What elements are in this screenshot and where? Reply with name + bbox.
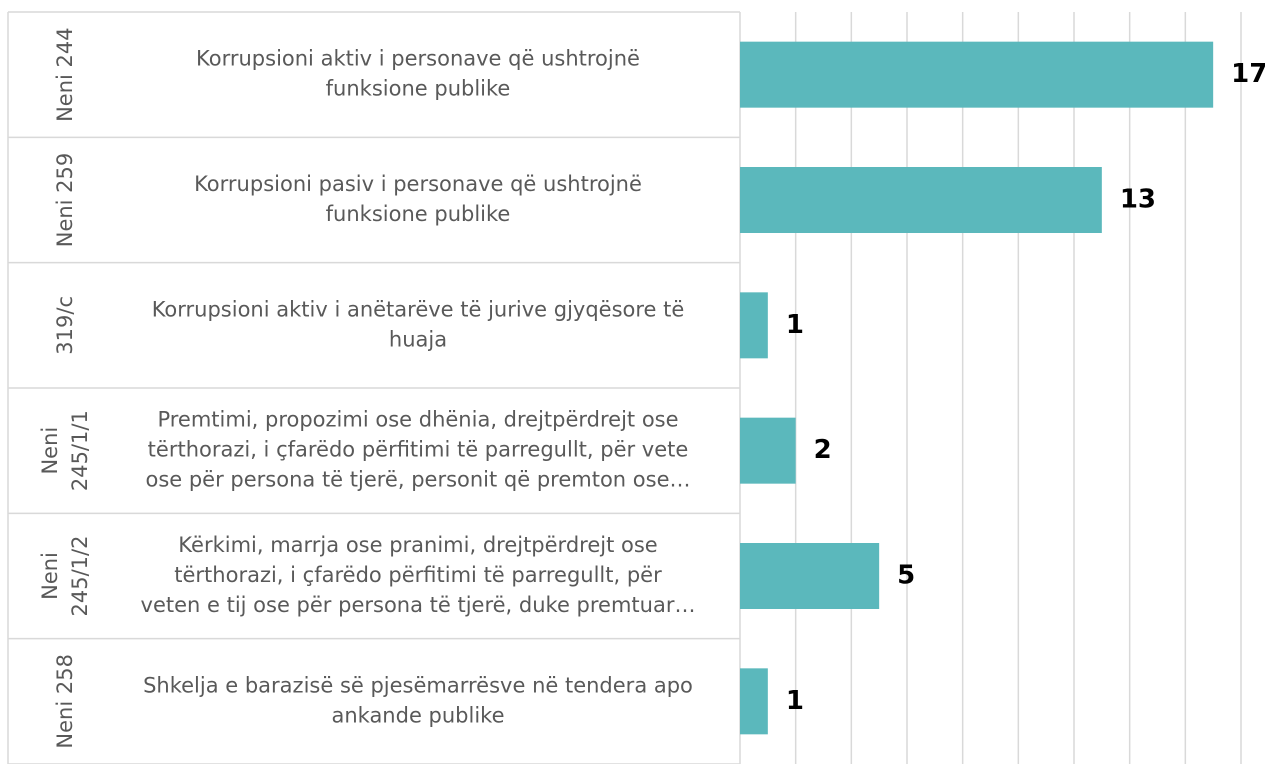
value-label: 5 — [897, 561, 915, 591]
category-label: Premtimi, propozimi ose dhënia, drejtpër… — [157, 408, 678, 432]
group-label: 319/c — [53, 296, 77, 355]
group-label: Neni 244 — [53, 27, 77, 122]
category-label: Shkelja e barazisë së pjesëmarrësve në t… — [143, 673, 693, 697]
value-label: 2 — [814, 435, 832, 465]
bar — [740, 167, 1102, 233]
category-label: veten e tij ose për persona të tjerë, du… — [141, 593, 696, 617]
category-label: Korrupsioni aktiv i personave që ushtroj… — [196, 47, 640, 71]
category-label: Kërkimi, marrja ose pranimi, drejtpërdre… — [178, 533, 657, 557]
value-label: 1 — [786, 310, 804, 340]
group-label: Neni — [38, 427, 62, 475]
category-label: Korrupsioni aktiv i anëtarëve të jurive … — [152, 297, 685, 321]
bar — [740, 417, 796, 484]
value-label: 1 — [786, 686, 804, 716]
category-label: huaja — [389, 327, 447, 351]
category-label: funksione publike — [326, 202, 511, 226]
bar — [740, 292, 768, 359]
group-label: 245/1/1 — [68, 410, 92, 491]
bar — [740, 41, 1214, 108]
group-label: 245/1/2 — [68, 536, 92, 617]
category-label: tërthorazi, i çfarëdo përfitimi të parre… — [174, 563, 662, 587]
value-label: 17 — [1231, 59, 1265, 89]
group-label: Neni 259 — [53, 153, 77, 248]
group-label: Neni 258 — [53, 654, 77, 749]
bar — [740, 543, 880, 609]
category-label: ose për persona të tjerë, personit që pr… — [145, 468, 690, 492]
group-label: Neni — [38, 552, 62, 600]
value-label: 13 — [1120, 185, 1156, 215]
bar — [740, 668, 768, 735]
category-label: funksione publike — [326, 77, 511, 101]
category-label: Korrupsioni pasiv i personave që ushtroj… — [194, 172, 642, 196]
category-label: ankande publike — [331, 703, 504, 727]
category-label: tërthorazi, i çfarëdo përfitimi të parre… — [148, 438, 689, 462]
